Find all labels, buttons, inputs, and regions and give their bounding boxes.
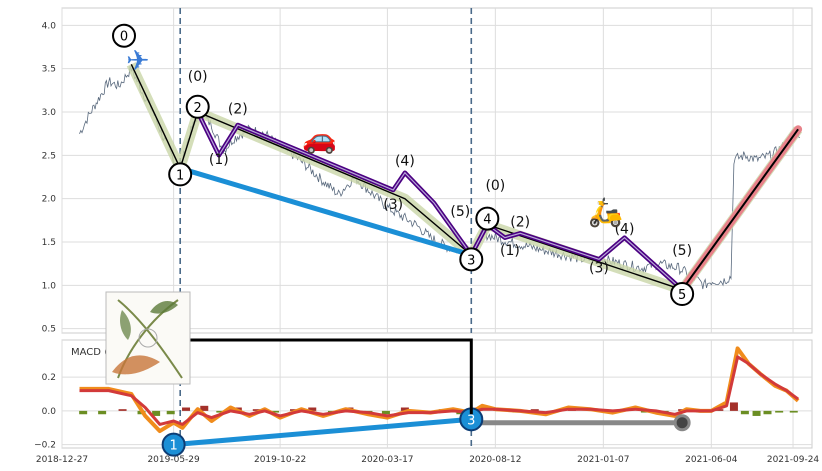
xtick-label: 2021-09-24 [767, 455, 820, 465]
price-ytick-label: 1.5 [42, 238, 56, 248]
macd-ytick-label: −0.2 [34, 441, 56, 451]
macd-histogram-bar [118, 409, 127, 411]
macd-histogram-bar [729, 402, 738, 411]
car-icon: 🚗 [302, 122, 337, 155]
macd-histogram-bar [740, 410, 749, 415]
wave-sub-label: (0) [485, 178, 505, 194]
inset-circle [138, 328, 158, 348]
xtick-label: 2020-03-17 [361, 455, 413, 465]
wave-sub-label: (2) [228, 102, 248, 118]
wave-line-final-core [681, 128, 799, 291]
xtick-label: 2020-08-12 [469, 455, 521, 465]
macd-histogram-bar [79, 410, 88, 415]
macd-histogram-bar [308, 407, 317, 411]
wave-circle-label: 0 [120, 30, 128, 45]
macd-histogram-bar [252, 409, 261, 411]
wave-sub-label: (0) [188, 69, 208, 85]
wave-circle-marker [475, 206, 500, 231]
wave-sub-label: (5) [672, 243, 692, 259]
wave-sub-label: (1) [209, 152, 229, 168]
xtick-label: 2021-01-07 [577, 455, 629, 465]
airplane-icon: ✈ [126, 44, 149, 77]
inset-stem [117, 299, 183, 379]
wave-sub-label: (1) [500, 243, 520, 259]
wave-circle-marker [168, 162, 193, 187]
macd-wave-marker-label: 1 [169, 439, 177, 454]
wave-sub-label: (2) [510, 214, 530, 230]
wave-line-correction [177, 165, 474, 258]
price-panel: 0.5 1.0 1.5 2.0 2.5 3.0 3.5 4.0 0 1 2 3 4 5 (0) (1) (2) (… [42, 7, 813, 335]
inset-leaf [120, 310, 131, 340]
macd-marker-line [171, 416, 474, 448]
wave-circle-marker [185, 94, 210, 119]
wave-sub-label: (4) [395, 154, 415, 170]
xtick-label: 2021-06-04 [685, 455, 738, 465]
wave-sub-label: (3) [589, 260, 609, 276]
connector-line-segment [190, 338, 473, 415]
macd-histogram-bar [381, 410, 390, 415]
macd-histogram-bar [271, 410, 280, 413]
price-ytick-label: 1.0 [42, 281, 57, 291]
wave-circle-marker [112, 23, 137, 48]
macd-histogram-bar [216, 410, 225, 413]
xtick-label: 2019-05-29 [147, 455, 200, 465]
price-ytick-label: 2.0 [42, 195, 57, 205]
price-ytick-label: 2.5 [42, 151, 56, 161]
macd-histogram-bar [763, 410, 772, 415]
price-ytick-label: 3.0 [42, 108, 57, 118]
macd-end-marker [673, 414, 691, 432]
price-ytick-label: 0.5 [42, 325, 56, 335]
macd-ytick-label: 0.0 [42, 407, 57, 417]
wave-sub-label: (3) [383, 197, 403, 213]
macd-ytick-label: 0.2 [42, 373, 56, 383]
macd-histogram-bar [530, 409, 539, 411]
macd-histogram-bar [182, 407, 191, 411]
macd-histogram-bar [200, 405, 209, 411]
macd-histogram-bar [715, 409, 724, 411]
wave-circle-label: 3 [467, 253, 475, 268]
connector-line [190, 338, 473, 415]
macd-histogram-bar [152, 410, 161, 416]
inset-thumbnail-image [105, 291, 191, 385]
wave-circle-label: 1 [176, 168, 184, 183]
macd-histogram-bar [400, 407, 409, 411]
inset-root [112, 355, 160, 375]
macd-wave-marker-label: 3 [467, 413, 475, 428]
wave-circle-label: 2 [194, 101, 202, 116]
inset-leaf [150, 300, 178, 314]
wave-sub-label: (4) [615, 221, 635, 237]
wave-circle-label: 4 [483, 213, 491, 228]
macd-histogram-bar [775, 410, 784, 413]
xtick-label: 2019-10-22 [254, 455, 306, 465]
macd-wave-marker [161, 432, 186, 457]
price-ytick-label: 3.5 [42, 65, 56, 75]
wave-circle-marker [670, 282, 695, 306]
price-ytick-label: 4.0 [42, 21, 57, 31]
wave-circle-marker [459, 247, 484, 272]
wave-line-main [130, 64, 799, 291]
macd-histogram-bar [789, 410, 798, 413]
xtick-label: 2018-12-27 [36, 455, 88, 465]
wave-circle-label: 5 [678, 288, 686, 303]
macd-histogram-bar [752, 410, 761, 416]
wave-sub-label: (5) [450, 204, 470, 220]
macd-histogram-bar [166, 410, 175, 415]
macd-histogram-bar [98, 410, 107, 415]
scooter-icon: 🛵 [588, 196, 623, 229]
